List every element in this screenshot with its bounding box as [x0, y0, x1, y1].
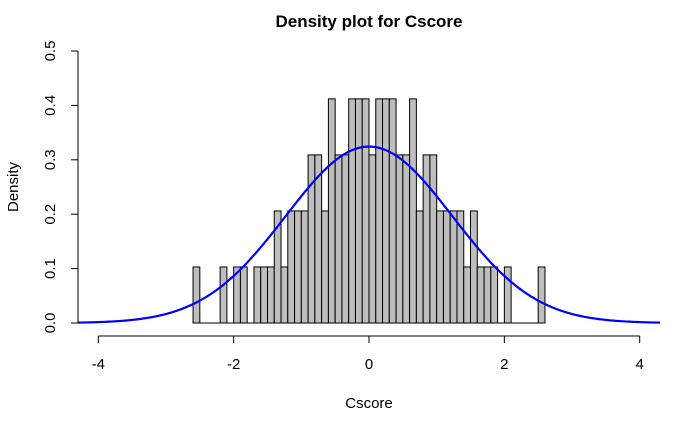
- y-tick-label: 0.0: [42, 313, 59, 334]
- histogram-bar: [382, 98, 390, 324]
- histogram-bar: [192, 266, 201, 324]
- histogram-bar: [294, 210, 302, 324]
- x-tick-label: 0: [365, 356, 373, 373]
- histogram-bar: [483, 266, 492, 324]
- histogram-bar: [300, 210, 309, 324]
- x-axis-label: Cscore: [345, 395, 393, 412]
- histogram-bar: [361, 98, 370, 324]
- histogram-bar: [463, 266, 472, 324]
- histogram-bar: [334, 154, 343, 324]
- histogram-bar: [470, 210, 478, 324]
- histogram-bar: [415, 210, 424, 324]
- y-tick-label: 0.5: [42, 41, 59, 62]
- histogram-bar: [219, 266, 228, 324]
- y-axis-label: Density: [5, 161, 22, 212]
- density-curve-layer: [77, 145, 661, 324]
- y-tick-label: 0.2: [42, 204, 59, 225]
- histogram-bar: [442, 210, 451, 324]
- histogram-bar: [436, 210, 444, 324]
- chart-title: Density plot for Cscore: [275, 12, 462, 31]
- y-tick-label: 0.4: [42, 95, 59, 116]
- histogram-bar: [280, 266, 289, 324]
- histogram-bar: [395, 154, 404, 324]
- histogram-bar: [375, 98, 384, 324]
- histogram-bar: [449, 210, 458, 324]
- x-tick-label: 2: [500, 356, 508, 373]
- density-curve: [77, 145, 661, 324]
- histogram-bar: [476, 266, 485, 324]
- histogram-bar: [253, 266, 262, 324]
- x-tick-label: -2: [227, 356, 240, 373]
- histogram-bar: [490, 266, 499, 324]
- y-tick-label: 0.1: [42, 258, 59, 279]
- histogram-bar: [348, 98, 356, 324]
- x-tick-label: 4: [636, 356, 644, 373]
- y-axis: 0.0 0.1 0.2 0.3 0.4 0.5: [42, 41, 79, 334]
- histogram-bar: [402, 154, 411, 324]
- histogram-bar: [354, 98, 363, 324]
- histogram-bars: [192, 98, 546, 324]
- y-tick-label: 0.3: [42, 149, 59, 170]
- histogram-bar: [388, 98, 397, 324]
- histogram-bar: [537, 266, 546, 324]
- histogram-bar: [368, 154, 377, 324]
- histogram-bar: [260, 266, 268, 324]
- histogram-bar: [409, 98, 417, 324]
- histogram-bar: [503, 266, 512, 324]
- histogram-bar: [321, 210, 329, 324]
- histogram-bar: [429, 154, 438, 324]
- x-axis: -4 -2 0 2 4: [92, 335, 644, 373]
- histogram-bar: [266, 266, 275, 324]
- histogram-bar: [287, 210, 296, 324]
- histogram-bar: [239, 266, 248, 324]
- histogram-bar: [341, 154, 350, 324]
- x-tick-label: -4: [92, 356, 105, 373]
- histogram-bar: [327, 98, 336, 324]
